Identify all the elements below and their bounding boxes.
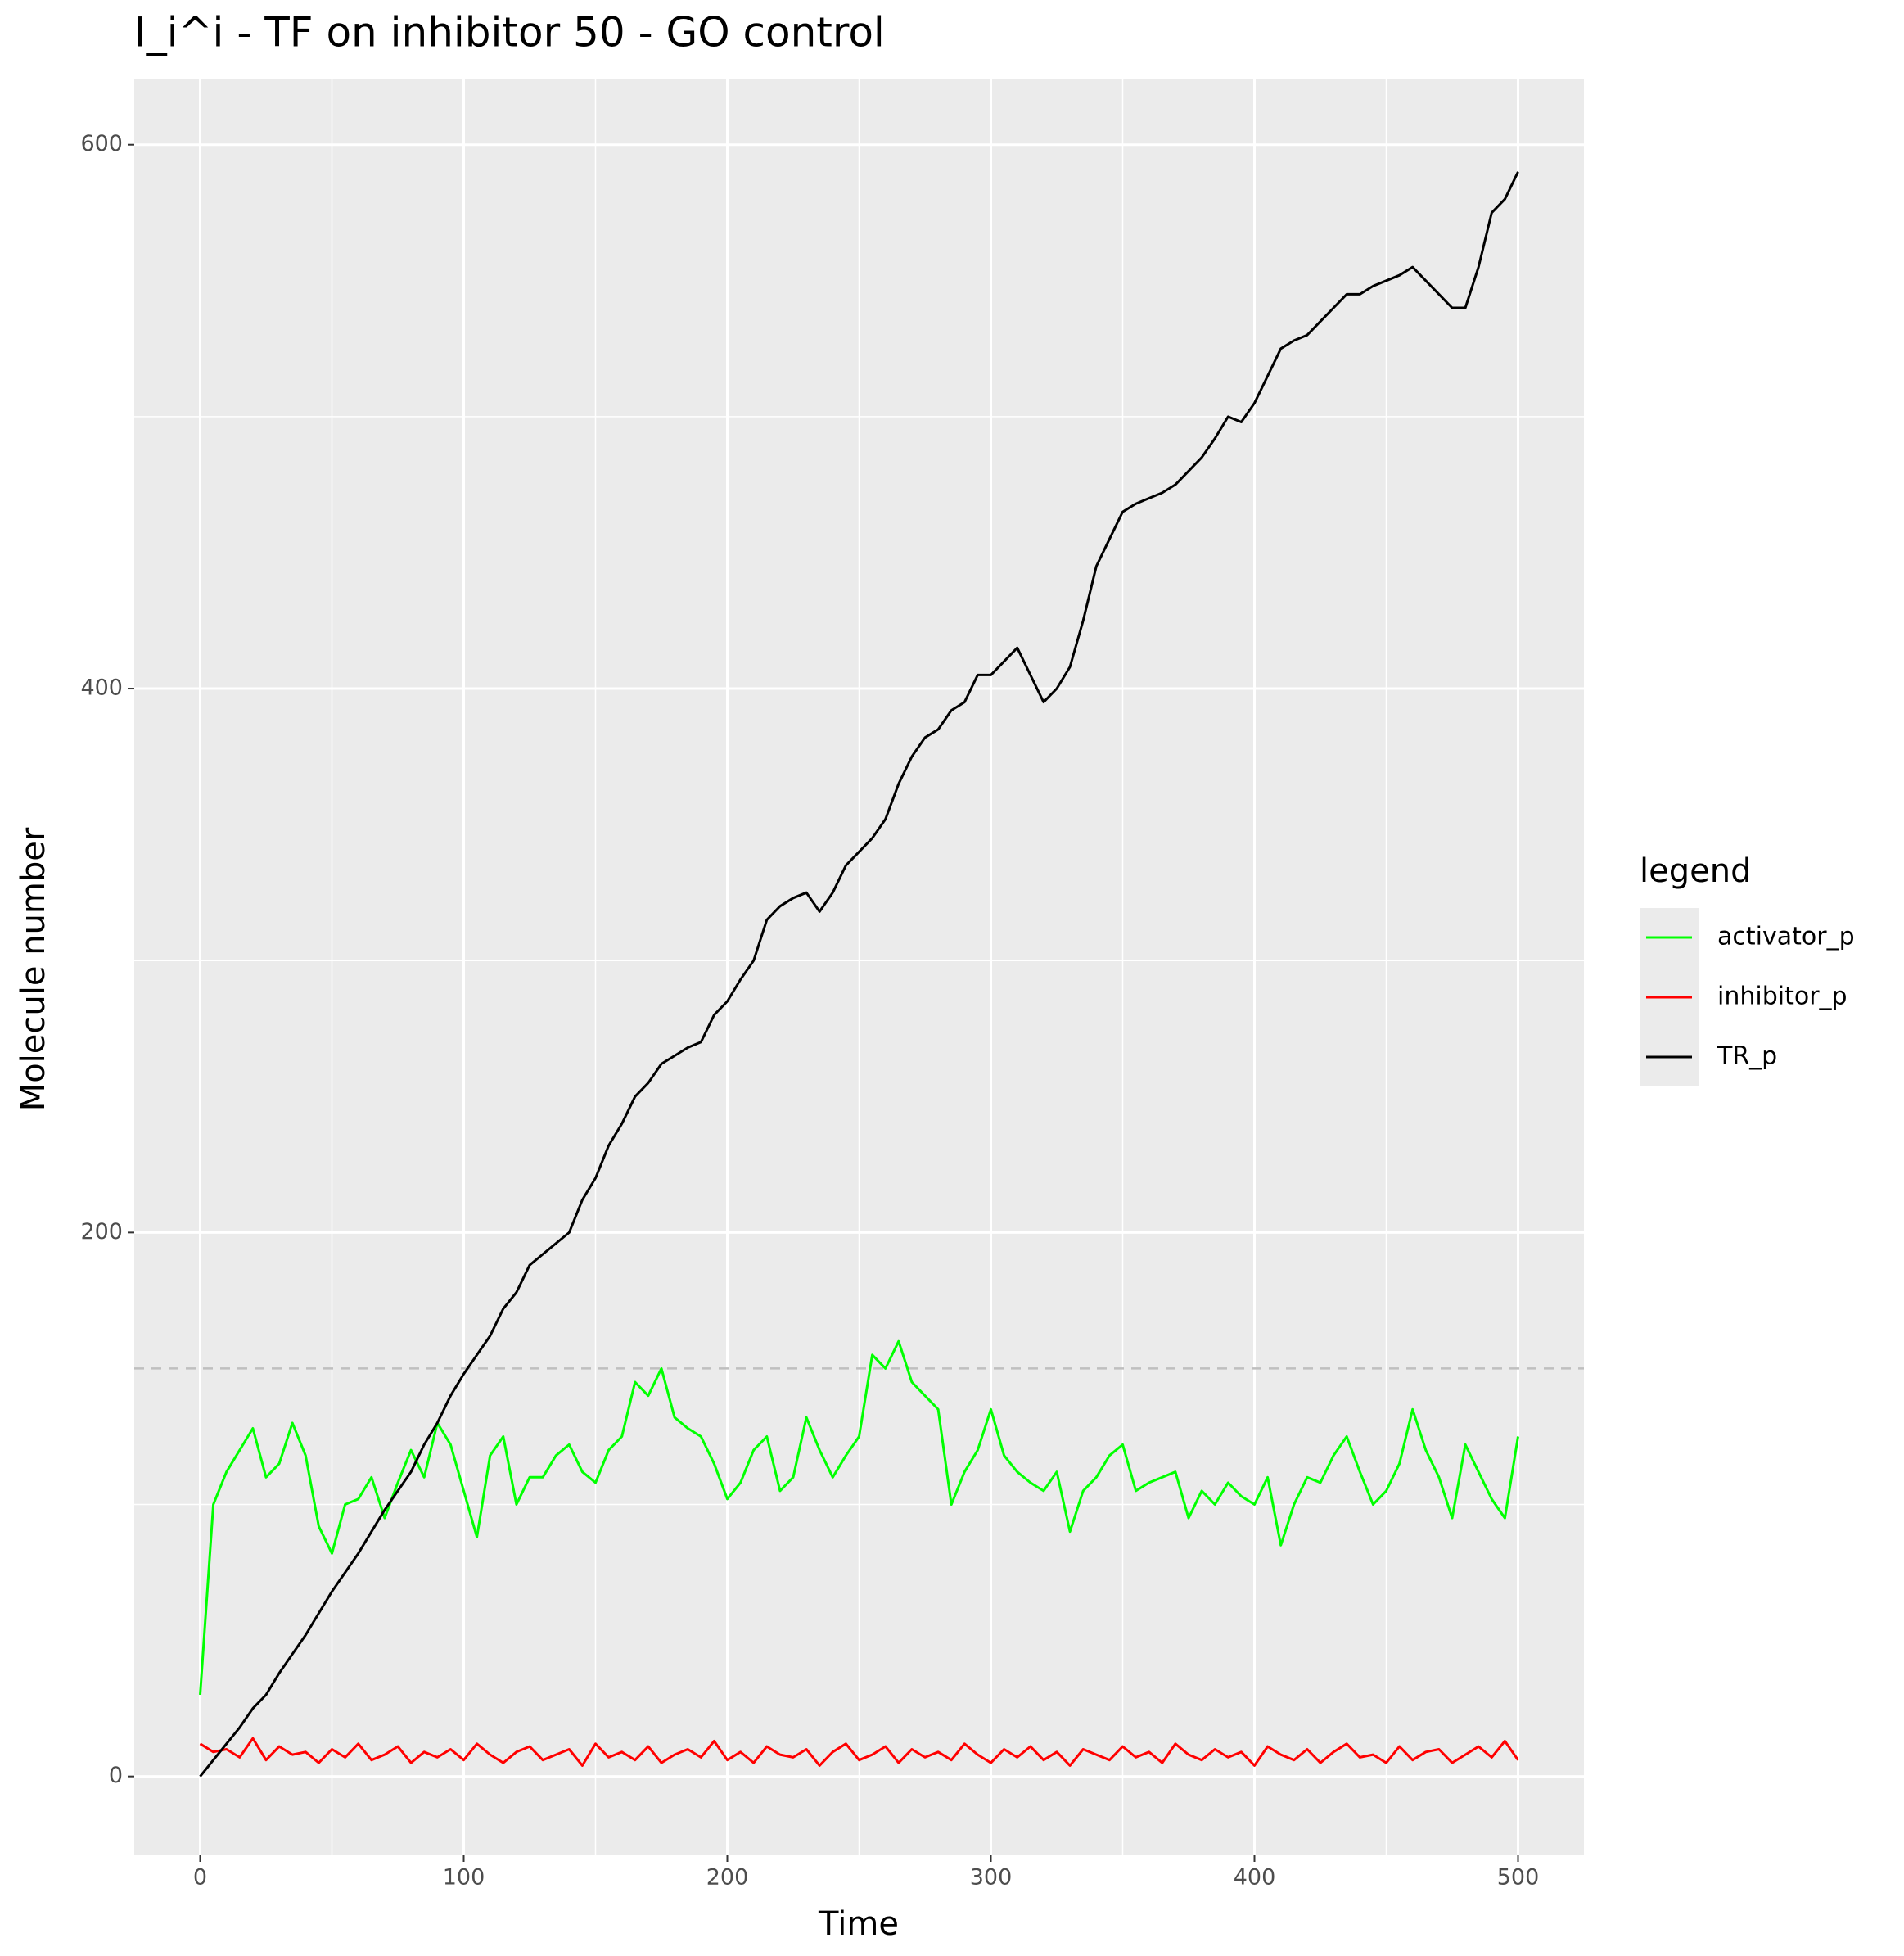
series-line (199, 1737, 1519, 1767)
series-line (199, 1339, 1519, 1696)
x-tick-label: 400 (1234, 1865, 1276, 1890)
y-tick-label: 600 (80, 131, 123, 156)
legend-label: activator_p (1717, 923, 1855, 951)
series-line (199, 171, 1519, 1778)
x-tick-label: 0 (193, 1865, 207, 1890)
chart-title: I_i^i - TF on inhibitor 50 - GO control (134, 9, 885, 56)
y-tick-label: 200 (80, 1219, 123, 1245)
x-tick-label: 100 (443, 1865, 485, 1890)
x-tick-label: 300 (970, 1865, 1013, 1890)
legend-title: legend (1640, 852, 1751, 890)
x-tick-label: 200 (706, 1865, 749, 1890)
legend-label: TR_p (1717, 1042, 1777, 1071)
legend-label: inhibitor_p (1717, 983, 1848, 1011)
x-tick-label: 500 (1497, 1865, 1540, 1890)
y-axis-label: Molecule number (15, 827, 52, 1111)
y-tick-label: 0 (109, 1763, 123, 1788)
x-axis-label: Time (818, 1905, 899, 1943)
y-tick-label: 400 (80, 675, 123, 701)
